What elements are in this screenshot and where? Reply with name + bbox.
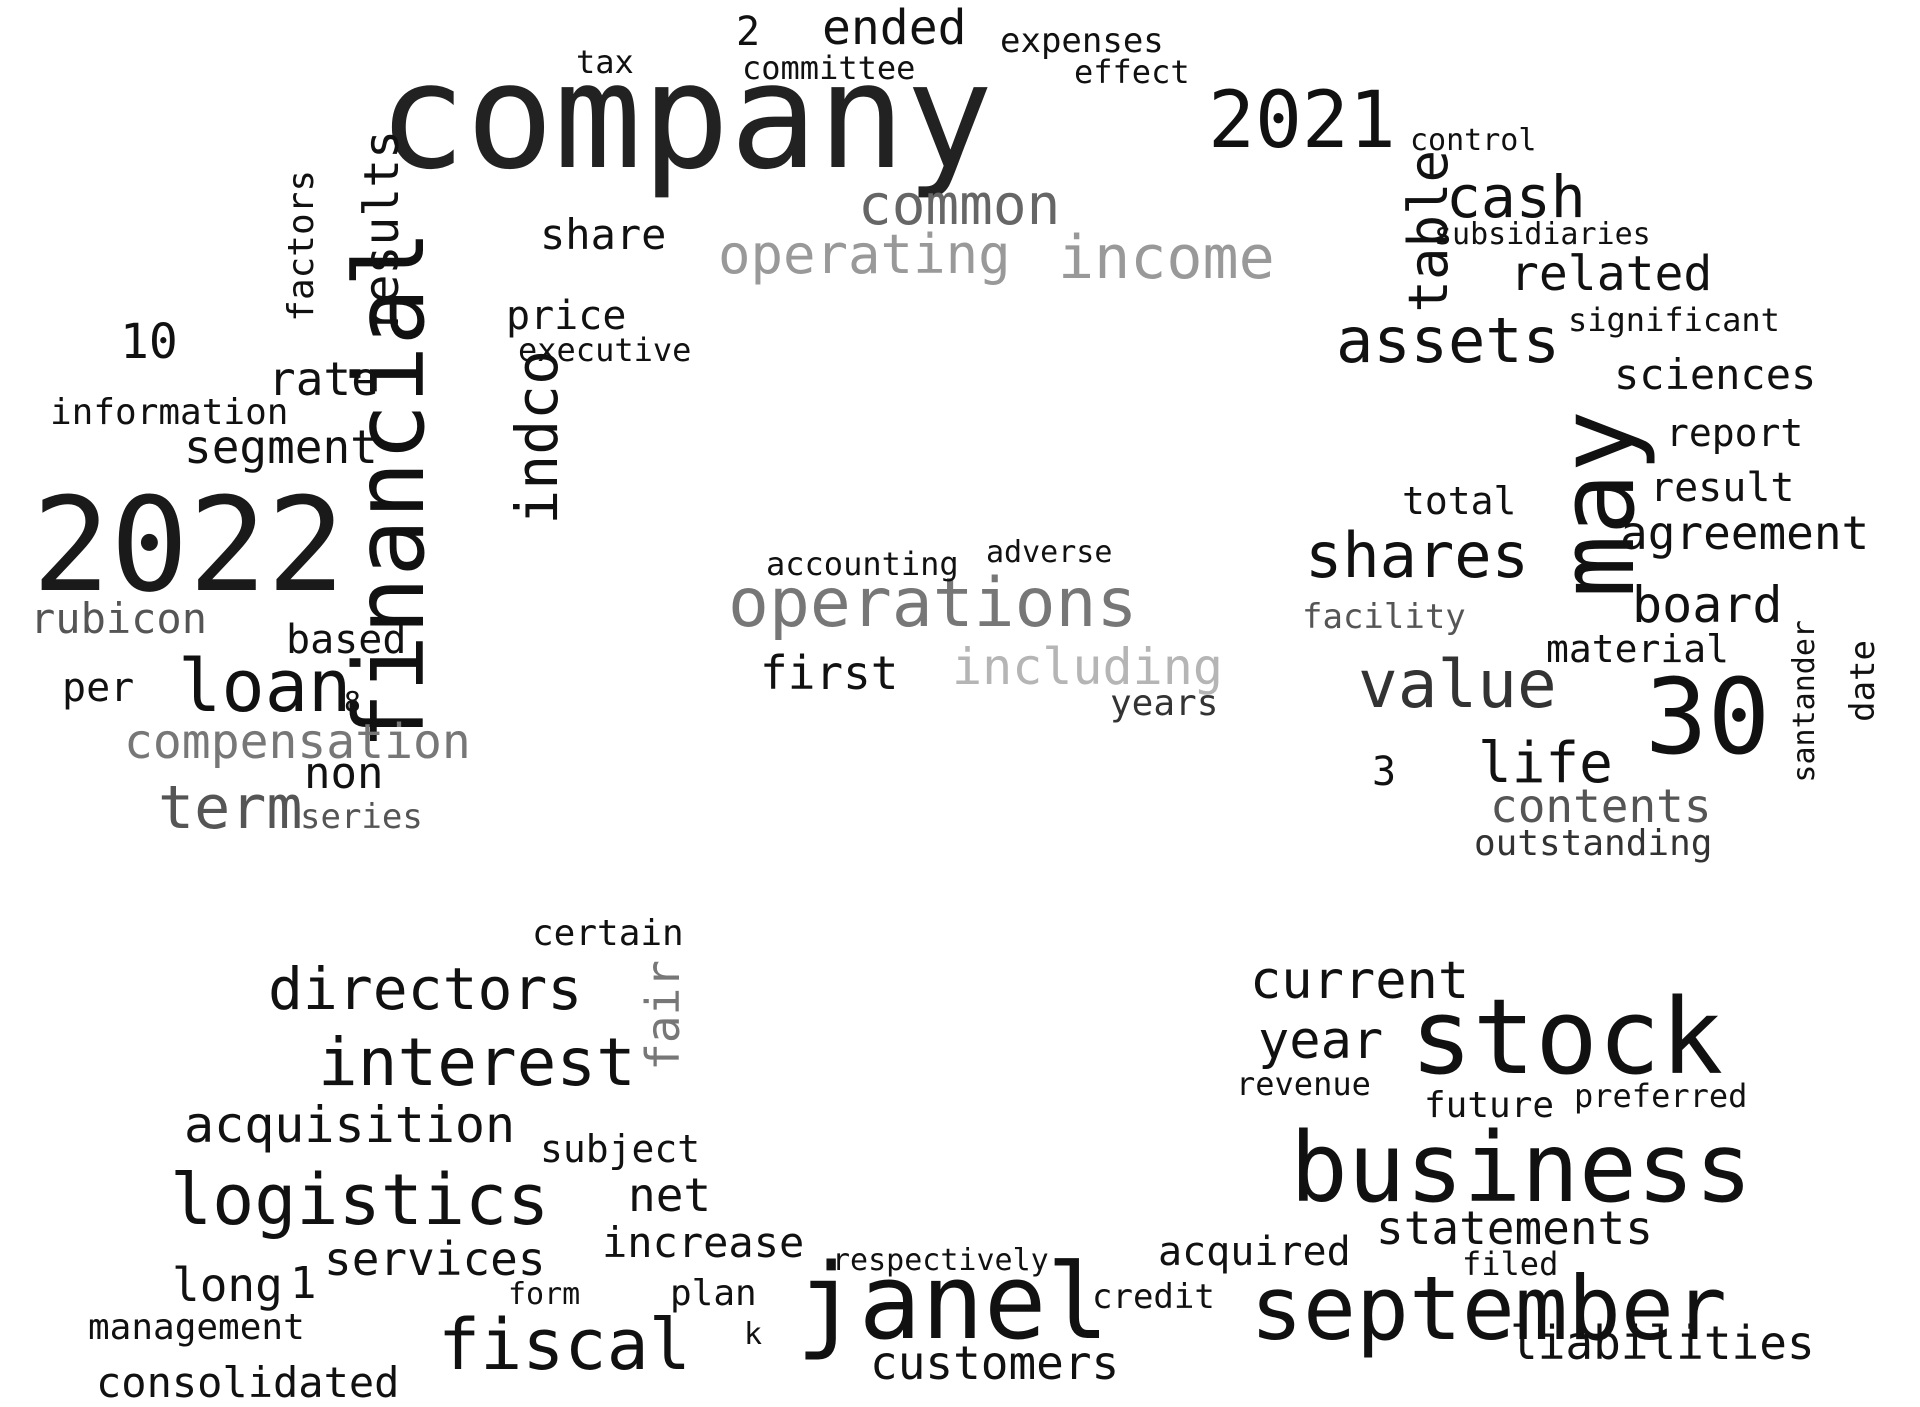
- word-logistics: logistics: [170, 1159, 550, 1241]
- word-executive: executive: [518, 331, 692, 369]
- word-effect: effect: [1074, 53, 1190, 91]
- word-subject: subject: [540, 1127, 701, 1171]
- word-future: future: [1424, 1085, 1555, 1126]
- word-preferred: preferred: [1574, 1077, 1748, 1115]
- word-contents: contents: [1490, 779, 1712, 833]
- word-respectively: respectively: [832, 1243, 1049, 1278]
- word-30: 30: [1645, 656, 1771, 778]
- word-compensation: compensation: [124, 714, 471, 770]
- word-increase: increase: [602, 1218, 805, 1267]
- word-operations: operations: [728, 564, 1138, 643]
- word-year: year: [1258, 1011, 1384, 1071]
- word-committee: committee: [742, 49, 916, 87]
- word-series: series: [300, 797, 423, 837]
- word-result: result: [1650, 465, 1795, 511]
- word-indco: indco: [503, 350, 571, 525]
- word-material: material: [1546, 627, 1730, 671]
- word-factors: factors: [281, 170, 322, 322]
- word-acquired: acquired: [1158, 1229, 1351, 1275]
- word-expenses: expenses: [1000, 21, 1164, 61]
- word-fair: fair: [636, 960, 690, 1071]
- word-operating: operating: [718, 223, 1011, 286]
- word-income: income: [1058, 223, 1275, 293]
- word-assets: assets: [1336, 304, 1560, 377]
- word-sciences: sciences: [1614, 350, 1817, 399]
- word-2: 2: [736, 9, 761, 55]
- word-8: 8: [344, 685, 361, 718]
- word-years: years: [1110, 683, 1219, 724]
- word-revenue: revenue: [1236, 1065, 1371, 1103]
- word-shares: shares: [1305, 519, 1529, 592]
- word-based: based: [286, 617, 407, 663]
- word-results: results: [354, 130, 410, 333]
- word-acquisition: acquisition: [184, 1096, 516, 1154]
- word-loan: loan: [178, 644, 352, 728]
- word-consolidated: consolidated: [96, 1358, 400, 1407]
- word-common: common: [858, 173, 1061, 238]
- word-company: company: [378, 32, 994, 202]
- word-net: net: [628, 1168, 712, 1222]
- word-ended: ended: [822, 0, 967, 56]
- word-directors: directors: [268, 955, 583, 1023]
- word-services: services: [324, 1232, 546, 1286]
- word-3: 3: [1372, 749, 1397, 795]
- word-2021: 2021: [1208, 76, 1396, 166]
- word-liabilities: liabilities: [1510, 1316, 1815, 1370]
- word-price: price: [506, 293, 627, 339]
- word-plan: plan: [670, 1273, 757, 1314]
- word-filed: filed: [1462, 1245, 1559, 1283]
- word-long: long: [172, 1258, 283, 1312]
- word-santander: santander: [1787, 620, 1822, 783]
- word-subsidiaries: subsidiaries: [1434, 217, 1651, 252]
- word-related: related: [1510, 246, 1713, 302]
- word-current: current: [1250, 951, 1470, 1011]
- word-board: board: [1632, 576, 1783, 634]
- word-term: term: [158, 773, 303, 843]
- word-certain: certain: [532, 913, 684, 954]
- word-k: k: [744, 1317, 763, 1352]
- word-form: form: [508, 1277, 581, 1312]
- word-outstanding: outstanding: [1474, 823, 1713, 864]
- word-tax: tax: [576, 43, 634, 81]
- word-stock: stock: [1410, 976, 1724, 1098]
- word-management: management: [88, 1307, 305, 1348]
- word-interest: interest: [318, 1024, 636, 1101]
- word-adverse: adverse: [986, 535, 1113, 570]
- word-control: control: [1410, 123, 1537, 158]
- word-life: life: [1478, 731, 1613, 796]
- word-report: report: [1666, 411, 1804, 455]
- word-statements: statements: [1376, 1201, 1653, 1255]
- word-total: total: [1402, 479, 1517, 523]
- word-may: may: [1536, 410, 1658, 598]
- word-per: per: [62, 665, 135, 711]
- word-significant: significant: [1568, 301, 1780, 339]
- word-fiscal: fiscal: [438, 1304, 691, 1386]
- word-janel: janel: [796, 1241, 1110, 1363]
- word-agreement: agreement: [1620, 506, 1870, 560]
- word-non: non: [304, 748, 384, 799]
- word-cash: cash: [1446, 163, 1586, 231]
- word-share: share: [540, 210, 667, 259]
- word-rubicon: rubicon: [30, 594, 208, 643]
- word-including: including: [952, 638, 1223, 696]
- word-1: 1: [290, 1258, 317, 1309]
- word-rate: rate: [268, 352, 379, 406]
- word-date: date: [1843, 640, 1883, 722]
- word-business: business: [1290, 1112, 1753, 1224]
- word-facility: facility: [1302, 597, 1466, 637]
- word-first: first: [760, 646, 899, 700]
- word-value: value: [1358, 646, 1557, 723]
- word-customers: customers: [870, 1336, 1120, 1390]
- word-segment: segment: [184, 420, 378, 474]
- word-information: information: [50, 392, 289, 433]
- word-2022: 2022: [32, 469, 346, 621]
- word-september: september: [1250, 1257, 1727, 1360]
- word-10: 10: [120, 314, 178, 370]
- word-accounting: accounting: [766, 545, 959, 583]
- word-credit: credit: [1092, 1277, 1215, 1317]
